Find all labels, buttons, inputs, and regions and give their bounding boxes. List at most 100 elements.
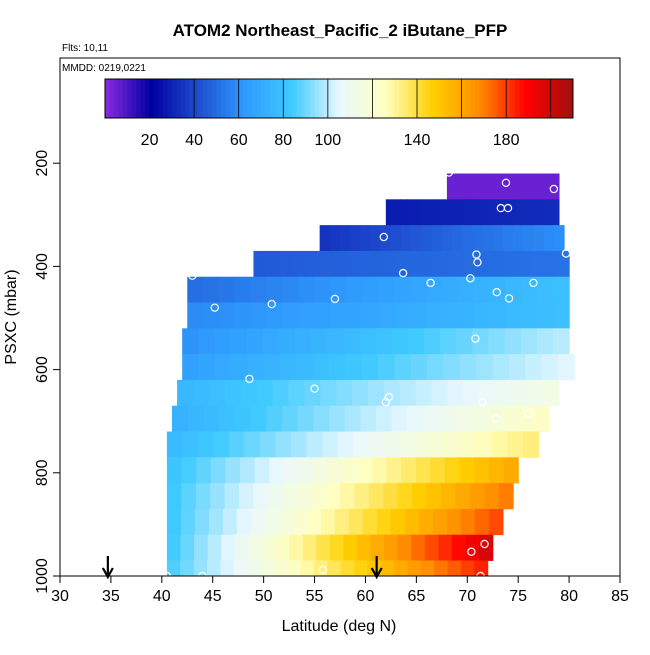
dates-note: MMDD: 0219,0221 <box>62 63 146 74</box>
colorbar-tick-label: 20 <box>141 132 159 149</box>
heatmap-cell <box>334 508 350 536</box>
heatmap-cell <box>219 276 236 303</box>
colorbar-swatch <box>167 79 173 118</box>
heatmap-cell <box>450 199 459 226</box>
heatmap-cell <box>486 199 495 226</box>
heatmap-cell <box>450 250 465 278</box>
colorbar-swatch <box>546 79 552 118</box>
heatmap-cell <box>488 508 504 536</box>
heatmap-cell <box>424 534 440 561</box>
heatmap-cell <box>224 483 240 510</box>
heatmap-cell <box>537 302 554 329</box>
heatmap-cell <box>457 302 475 329</box>
heatmap-cell <box>394 302 411 329</box>
heatmap-cell <box>414 431 431 458</box>
heatmap-cell <box>508 199 517 226</box>
heatmap-layers <box>166 173 575 577</box>
colorbar-swatch <box>452 79 458 118</box>
colorbar-swatch <box>568 79 574 118</box>
heatmap-cell <box>380 225 392 252</box>
heatmap-cell <box>438 405 456 432</box>
colorbar-swatch <box>220 79 226 118</box>
colorbar-swatch <box>359 79 365 118</box>
colorbar-swatch <box>466 79 471 118</box>
heatmap-cell <box>340 225 351 252</box>
colorbar-swatch <box>564 79 570 118</box>
heatmap-cell <box>264 508 280 536</box>
heatmap-cell <box>224 379 242 407</box>
heatmap-cell <box>306 431 323 458</box>
heatmap-cell <box>187 405 204 432</box>
colorbar-swatch <box>318 79 324 118</box>
heatmap-cell <box>447 560 462 577</box>
sample-marker <box>444 168 454 177</box>
heatmap-cell <box>311 483 327 510</box>
heatmap-cell <box>501 199 510 226</box>
heatmap-cell <box>452 534 467 561</box>
heatmap-cell <box>250 405 267 432</box>
heatmap-cell <box>352 379 369 407</box>
colorbar-swatch <box>216 79 222 118</box>
sample-marker <box>466 274 475 283</box>
colorbar-swatch <box>523 79 529 118</box>
heatmap-cell <box>407 199 416 226</box>
heatmap-cell <box>427 354 445 381</box>
heatmap-cell <box>262 328 280 355</box>
heatmap-cell <box>385 199 394 226</box>
colorbar-swatch <box>434 79 440 118</box>
heatmap-cell <box>457 276 475 303</box>
colorbar-swatch <box>140 79 146 118</box>
heatmap-cell <box>537 199 546 226</box>
heatmap-cell <box>490 250 504 278</box>
heatmap-cell <box>234 405 252 432</box>
heatmap-cell <box>194 508 210 536</box>
heatmap-cell <box>434 560 449 577</box>
heatmap-cell <box>359 328 377 355</box>
colorbar-swatch <box>265 79 271 118</box>
colorbar-swatch <box>555 79 561 118</box>
colorbar-swatch <box>519 79 525 118</box>
heatmap-cell <box>522 199 531 226</box>
colorbar-swatch <box>278 79 284 118</box>
heatmap-cell <box>459 354 477 381</box>
colorbar-swatch <box>198 79 204 118</box>
heatmap-cell <box>553 302 570 329</box>
heatmap-cell <box>354 483 370 510</box>
heatmap-cell <box>446 173 453 200</box>
heatmap-cell <box>196 457 212 484</box>
sample-marker <box>318 565 327 575</box>
colorbar-swatch <box>332 79 338 118</box>
heatmap-cell <box>203 276 220 303</box>
heatmap-cell <box>474 508 490 536</box>
colorbar-swatch <box>559 79 565 118</box>
heatmap-cell <box>432 508 448 536</box>
y-tick-label: 200 <box>34 150 51 177</box>
heatmap-cell <box>553 276 570 303</box>
heatmap-cell <box>542 250 557 278</box>
sample-marker <box>549 184 559 194</box>
heatmap-cell <box>472 225 484 252</box>
heatmap-cell <box>292 250 307 278</box>
colorbar-swatch <box>269 79 275 118</box>
heatmap-cell <box>181 457 197 484</box>
colorbar-swatch <box>470 79 476 118</box>
colorbar-swatch <box>541 79 547 118</box>
heatmap-cell <box>246 328 264 355</box>
heatmap-cell <box>521 173 527 200</box>
x-tick-label: 45 <box>204 588 222 605</box>
heatmap-cell <box>488 328 506 355</box>
heatmap-cell <box>525 354 543 381</box>
heatmap-cell <box>523 431 540 458</box>
heatmap-cell <box>553 225 565 252</box>
heatmap-cell <box>492 225 504 252</box>
heatmap-cell <box>495 379 512 407</box>
heatmap-cell <box>313 560 328 577</box>
heatmap-cell <box>426 483 442 510</box>
heatmap-cell <box>498 173 504 200</box>
heatmap-cell <box>507 431 524 458</box>
heatmap-cell <box>208 379 226 407</box>
heatmap-cell <box>477 250 491 278</box>
heatmap-cell <box>306 250 320 278</box>
heatmap-cell <box>332 250 347 278</box>
heatmap-cell <box>492 354 510 381</box>
